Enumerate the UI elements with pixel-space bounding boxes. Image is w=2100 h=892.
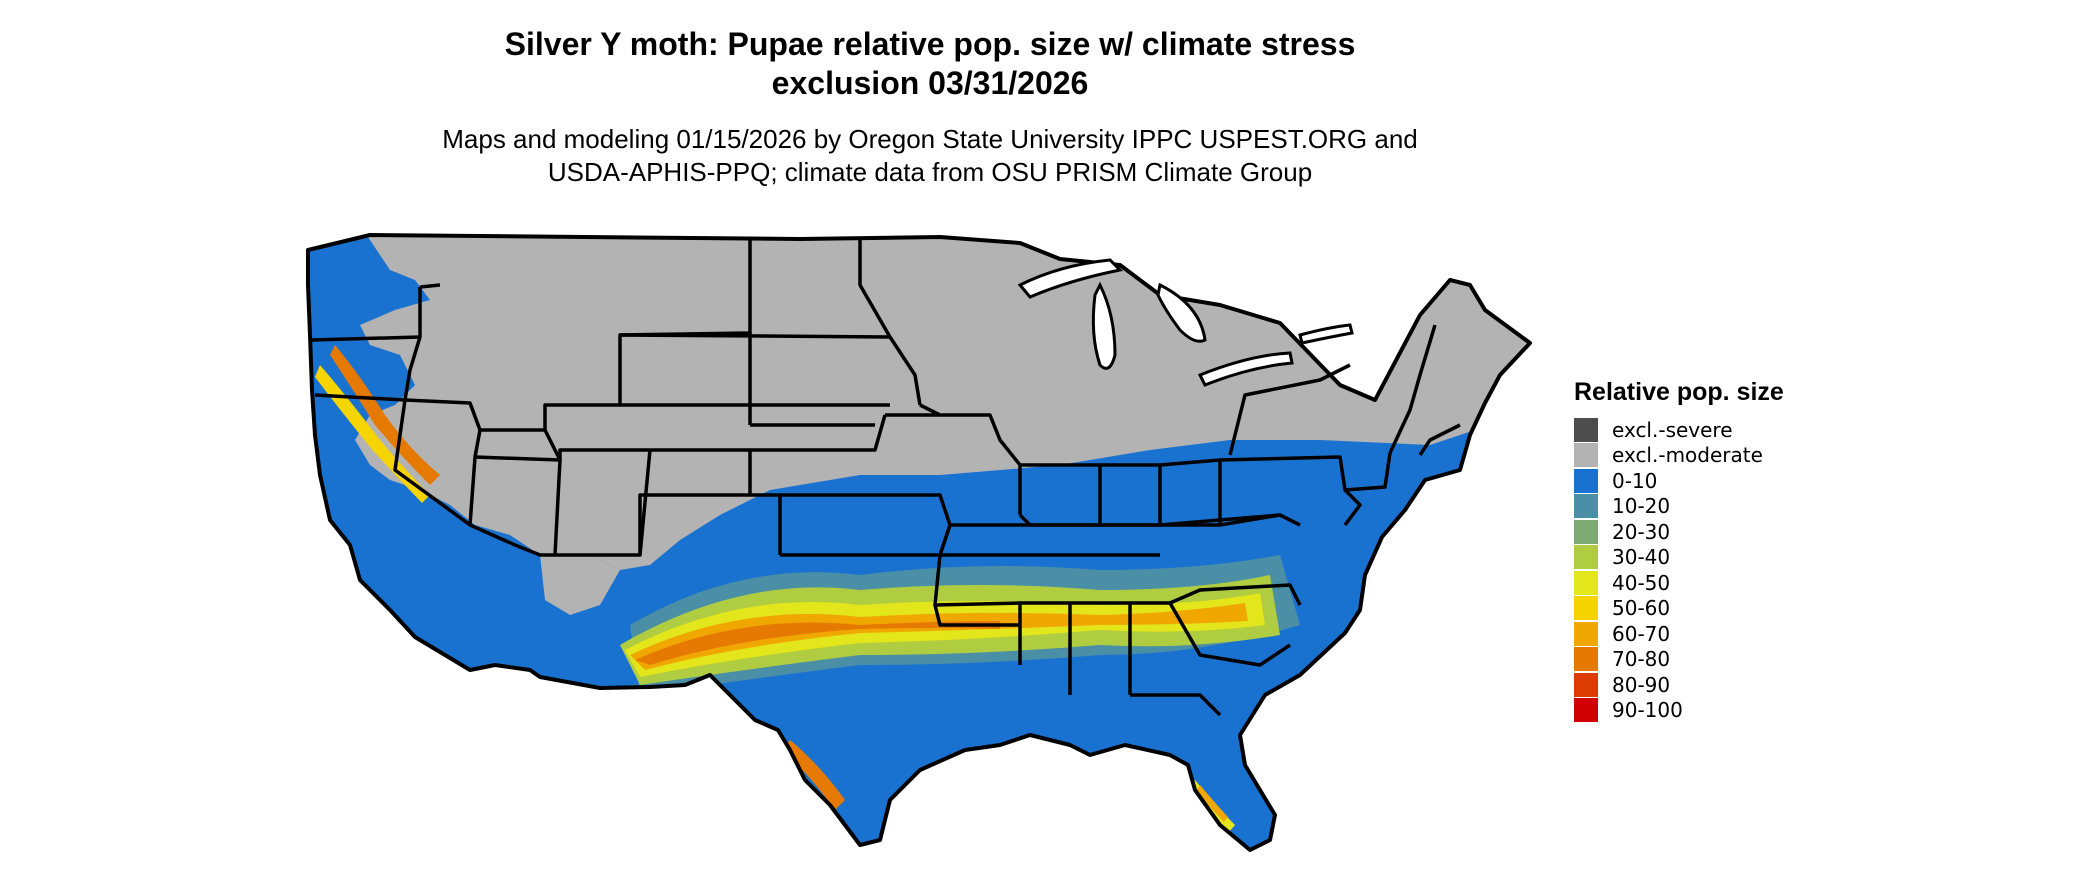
legend-item: 80-90 (1574, 672, 1784, 698)
legend-label: 90-100 (1612, 698, 1683, 723)
legend-swatch (1574, 647, 1598, 672)
map-title-line2: exclusion 03/31/2026 (771, 65, 1089, 101)
legend-label: 60-70 (1612, 621, 1671, 646)
map-title-line1: Silver Y moth: Pupae relative pop. size … (504, 26, 1356, 62)
legend-label: 50-60 (1612, 596, 1671, 621)
legend-label: 20-30 (1612, 519, 1671, 544)
map-subtitle-line2: USDA-APHIS-PPQ; climate data from OSU PR… (547, 157, 1313, 187)
legend-label: excl.-moderate (1612, 443, 1763, 468)
zone-70-80 (635, 621, 1000, 665)
legend-label: 40-50 (1612, 570, 1671, 595)
great-lakes (1017, 258, 1354, 387)
zone-texas-coast (782, 740, 845, 810)
legend-swatch (1574, 596, 1598, 621)
map-subtitle-line1: Maps and modeling 01/15/2026 by Oregon S… (442, 124, 1418, 154)
legend-item: 20-30 (1574, 519, 1784, 545)
legend-label: 80-90 (1612, 672, 1671, 697)
legend-swatch (1574, 494, 1598, 519)
legend-item: 30-40 (1574, 545, 1784, 571)
legend-label: 0-10 (1612, 468, 1658, 493)
legend-item: 70-80 (1574, 647, 1784, 673)
legend-item: 90-100 (1574, 698, 1784, 724)
legend-swatch (1574, 621, 1598, 646)
zone-60-70 (630, 603, 1248, 670)
legend-swatch (1574, 443, 1598, 468)
zone-florida-warm (1196, 785, 1228, 822)
zone-40-50 (625, 593, 1265, 677)
legend-item: 60-70 (1574, 621, 1784, 647)
legend-swatch (1574, 417, 1598, 442)
zone-california-warm (330, 345, 440, 485)
legend-label: 30-40 (1612, 545, 1671, 570)
legend-item: excl.-severe (1574, 417, 1784, 443)
zone-california-yellow (315, 365, 430, 503)
legend-item: 40-50 (1574, 570, 1784, 596)
legend-swatch (1574, 570, 1598, 595)
map-legend: Relative pop. size excl.-severe excl.-mo… (1574, 378, 1784, 723)
legend-swatch (1574, 468, 1598, 493)
legend-item: excl.-moderate (1574, 443, 1784, 469)
zone-excl-moderate-rockies (540, 555, 620, 615)
legend-item: 0-10 (1574, 468, 1784, 494)
legend-swatch (1574, 698, 1598, 723)
legend-item: 50-60 (1574, 596, 1784, 622)
legend-label: excl.-severe (1612, 417, 1733, 442)
legend-swatch (1574, 519, 1598, 544)
legend-swatch (1574, 672, 1598, 697)
legend-label: 10-20 (1612, 494, 1671, 519)
legend-item: 10-20 (1574, 494, 1784, 520)
us-map (306, 233, 1532, 852)
state-borders (311, 239, 1461, 717)
legend-title: Relative pop. size (1574, 378, 1784, 406)
legend-label: 70-80 (1612, 647, 1671, 672)
legend-swatch (1574, 545, 1598, 570)
